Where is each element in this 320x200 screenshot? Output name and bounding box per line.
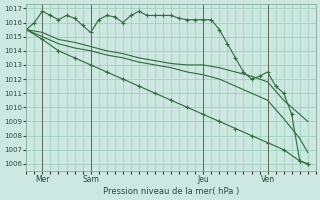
X-axis label: Pression niveau de la mer( hPa ): Pression niveau de la mer( hPa ) [103, 187, 239, 196]
